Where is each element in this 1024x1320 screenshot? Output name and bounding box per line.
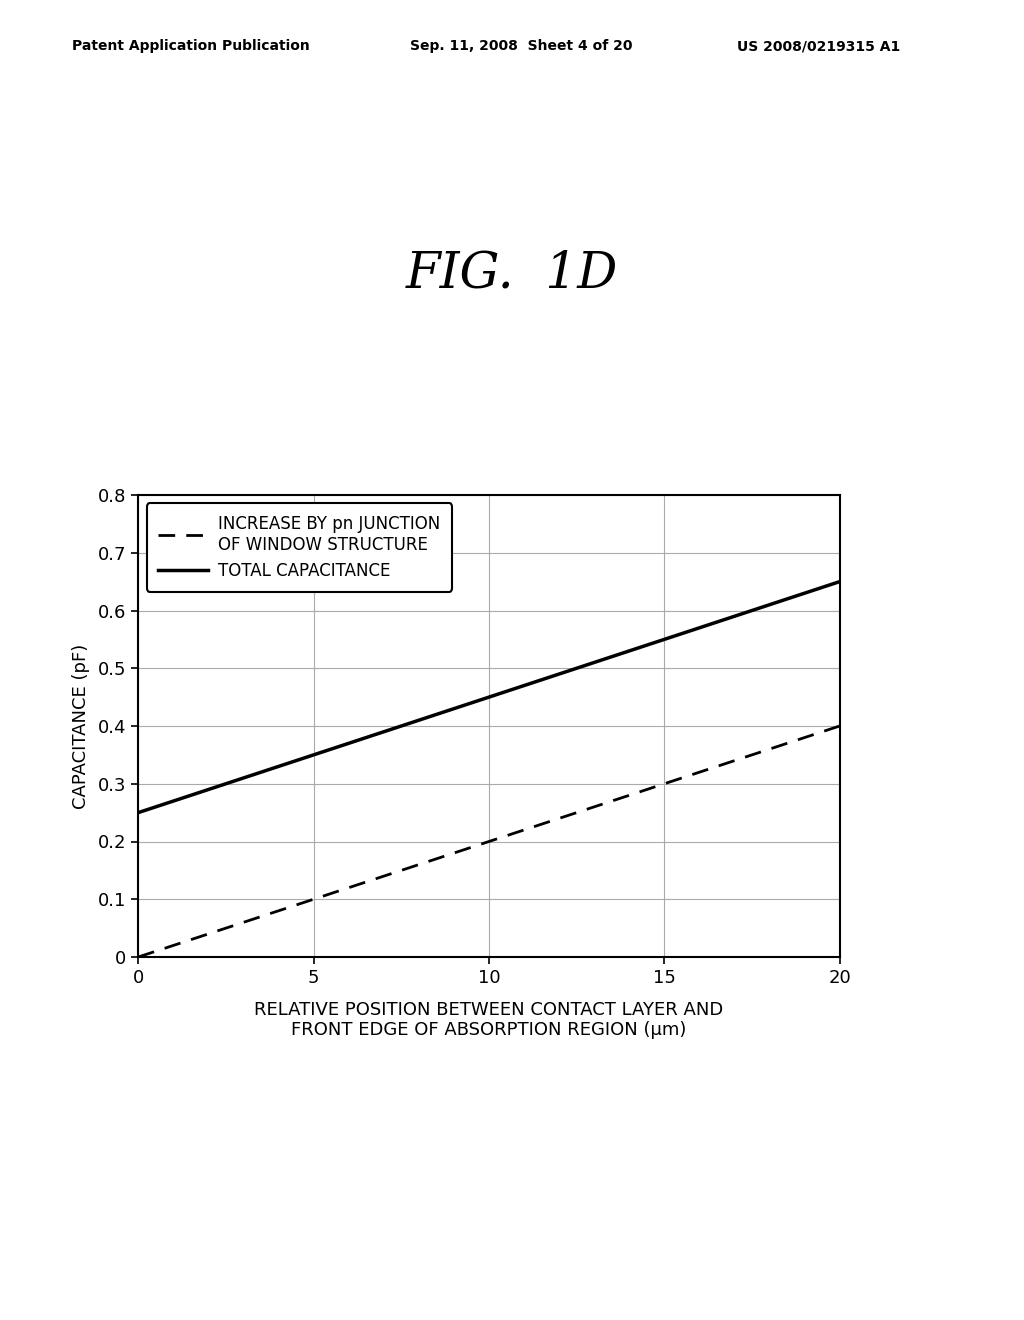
Text: Sep. 11, 2008  Sheet 4 of 20: Sep. 11, 2008 Sheet 4 of 20 — [410, 40, 632, 53]
Text: FIG.  1D: FIG. 1D — [406, 249, 618, 298]
Text: Patent Application Publication: Patent Application Publication — [72, 40, 309, 53]
Y-axis label: CAPACITANCE (pF): CAPACITANCE (pF) — [72, 643, 90, 809]
Text: US 2008/0219315 A1: US 2008/0219315 A1 — [737, 40, 900, 53]
X-axis label: RELATIVE POSITION BETWEEN CONTACT LAYER AND
FRONT EDGE OF ABSORPTION REGION (μm): RELATIVE POSITION BETWEEN CONTACT LAYER … — [254, 1001, 724, 1039]
Legend: INCREASE BY pn JUNCTION
OF WINDOW STRUCTURE, TOTAL CAPACITANCE: INCREASE BY pn JUNCTION OF WINDOW STRUCT… — [146, 503, 453, 591]
